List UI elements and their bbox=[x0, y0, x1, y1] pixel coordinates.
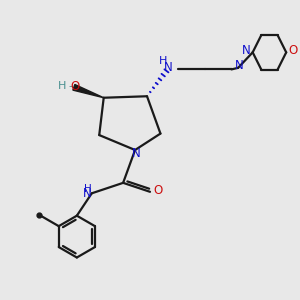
Text: N: N bbox=[235, 59, 244, 72]
Polygon shape bbox=[73, 85, 104, 98]
Text: N: N bbox=[164, 61, 172, 74]
Text: H: H bbox=[58, 81, 66, 91]
Text: O: O bbox=[289, 44, 298, 57]
Text: N: N bbox=[242, 44, 250, 57]
Text: H: H bbox=[84, 184, 92, 194]
Text: N: N bbox=[132, 147, 141, 160]
Text: O: O bbox=[153, 184, 162, 197]
Text: H: H bbox=[159, 56, 168, 66]
Text: N: N bbox=[82, 187, 91, 200]
Text: O: O bbox=[71, 80, 80, 93]
Text: -: - bbox=[68, 81, 72, 91]
